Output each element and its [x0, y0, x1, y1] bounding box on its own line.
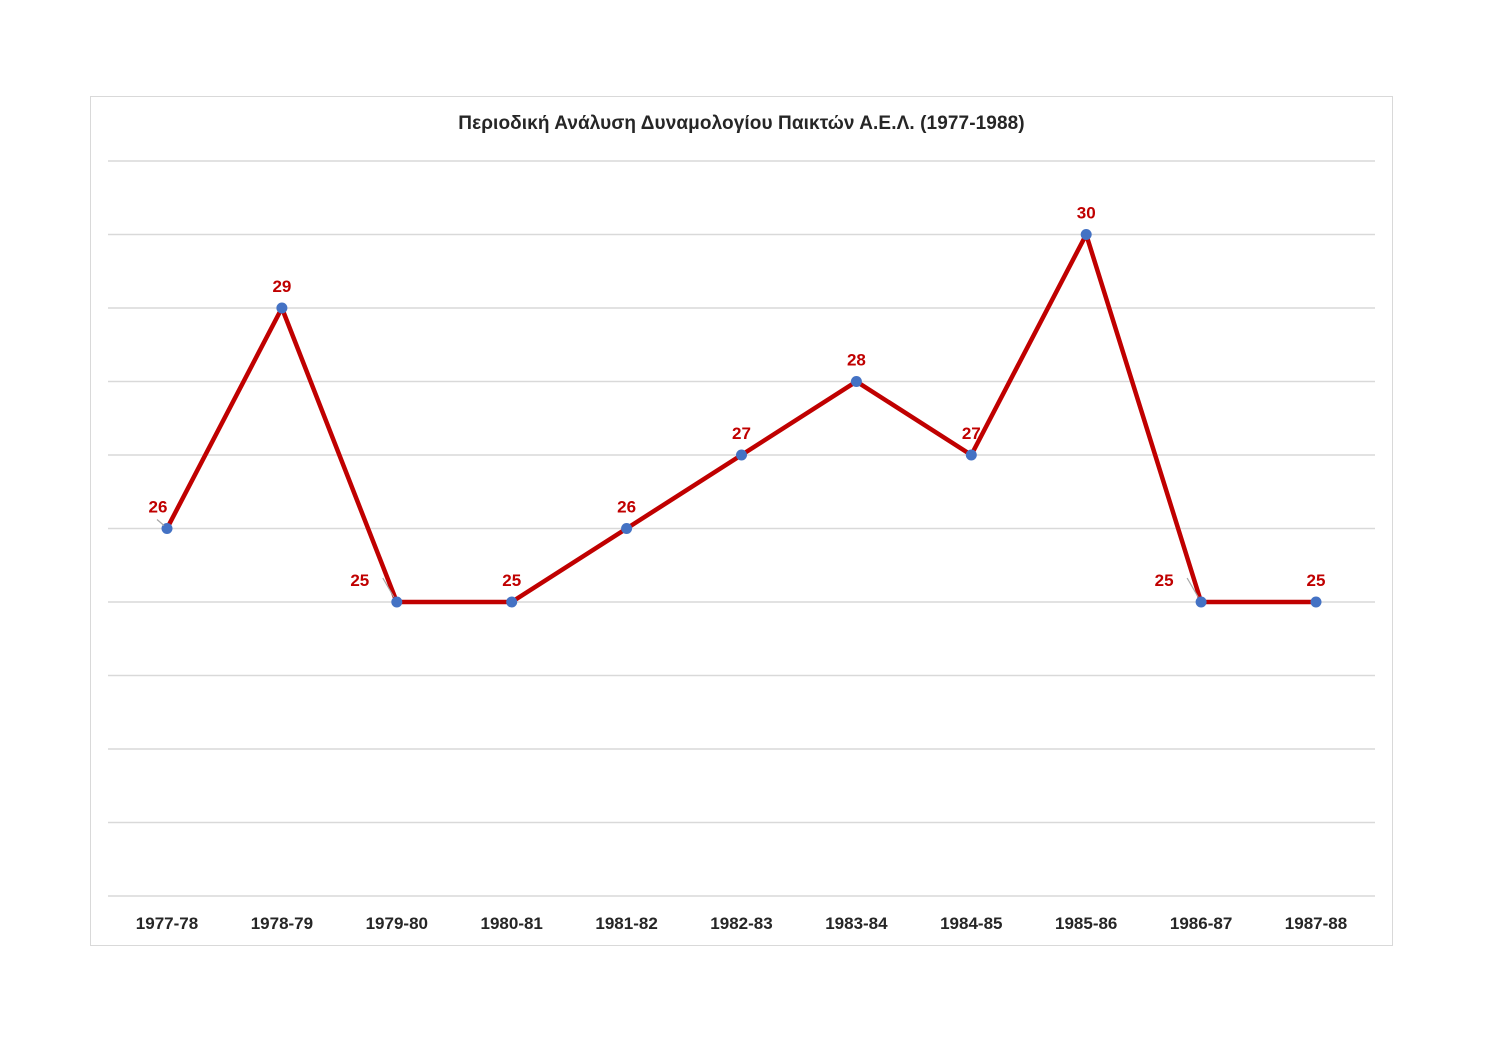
data-point [850, 376, 862, 387]
x-axis-tick-labels: 1977-78 1978-79 1979-80 1980-81 1981-82 1982-… [136, 914, 1347, 933]
data-label: 27 [732, 424, 751, 443]
x-tick-label: 1982-83 [710, 914, 772, 933]
x-tick-label: 1983-84 [825, 914, 888, 933]
chart-title: Περιοδική Ανάλυση Δυναμολογίου Παικτών Α… [458, 113, 1025, 134]
data-point [1195, 596, 1207, 608]
data-point [506, 596, 518, 608]
x-tick-label: 1981-82 [595, 914, 657, 933]
data-point [1080, 229, 1092, 240]
data-label: 27 [962, 424, 981, 443]
series-line-layer [165, 232, 1316, 605]
data-point [276, 302, 288, 314]
label-leader-line [382, 577, 395, 598]
label-leader-line [1186, 577, 1199, 598]
x-tick-label: 1979-80 [366, 914, 428, 933]
data-label: 25 [1155, 571, 1174, 590]
data-point [391, 596, 403, 608]
gridlines [108, 160, 1375, 897]
data-labels: 26 29 25 25 26 27 28 27 30 25 25 [149, 204, 1326, 598]
x-tick-label: 1987-88 [1285, 914, 1347, 933]
data-label: 26 [617, 498, 636, 517]
x-tick-label: 1978-79 [251, 914, 313, 933]
data-point [965, 449, 977, 461]
data-label: 25 [502, 571, 521, 590]
data-point [621, 523, 633, 534]
label-leader-line [156, 519, 165, 526]
x-tick-label: 1984-85 [940, 914, 1002, 933]
x-tick-label: 1986-87 [1170, 914, 1232, 933]
data-label: 28 [847, 351, 866, 370]
x-tick-label: 1980-81 [481, 914, 543, 933]
data-label: 30 [1077, 204, 1096, 223]
data-label: 25 [1307, 571, 1326, 590]
data-label: 25 [350, 571, 369, 590]
x-tick-label: 1977-78 [136, 914, 198, 933]
x-tick-label: 1985-86 [1055, 914, 1117, 933]
series-line [165, 232, 1316, 605]
data-point [736, 449, 747, 461]
data-points [161, 229, 1322, 608]
data-point [161, 523, 173, 534]
data-label: 29 [272, 277, 291, 296]
data-point [1310, 596, 1322, 608]
data-label: 26 [149, 498, 168, 517]
